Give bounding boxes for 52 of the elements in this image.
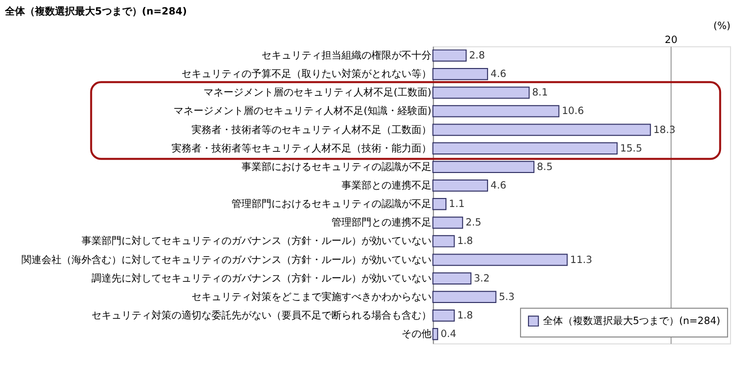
bar: [432, 124, 651, 136]
bar: [432, 49, 467, 62]
data-label: 1.1: [448, 199, 465, 210]
bar: [432, 105, 560, 118]
bar: [432, 86, 530, 99]
data-label: 4.6: [490, 180, 506, 192]
y-tick-label: 実務者・技術者等のセキュリティ人材不足（工数面）: [191, 124, 432, 136]
y-tick-label: 調達先に対してセキュリティのガバナンス（方針・ルール）が効いていない: [91, 272, 432, 284]
data-label: 5.3: [498, 292, 515, 303]
bar: [432, 179, 488, 192]
bar: [432, 309, 455, 322]
y-tick-label: セキュリティ対策をどこまで実施すべきかわからない: [191, 290, 432, 303]
data-label: 15.5: [620, 143, 642, 154]
y-tick-label: セキュリティ担当組織の権限が不十分: [261, 49, 432, 62]
data-label: 8.1: [532, 88, 548, 99]
y-tick-label: 管理部門におけるセキュリティの認識が不足: [231, 198, 432, 210]
bar: [432, 328, 438, 340]
data-label: 8.5: [536, 162, 553, 173]
y-tick-label: 事業部門に対してセキュリティのガバナンス（方針・ルール）が効いていない: [81, 235, 432, 248]
y-tick-label: 事業部との連携不足: [341, 179, 432, 192]
data-label: 3.2: [474, 273, 490, 284]
y-tick-label: 管理部門との連携不足: [331, 216, 432, 229]
y-tick-label: 実務者・技術者等セキュリティ人材不足（技術・能力面）: [171, 142, 432, 154]
data-label: 2.8: [469, 50, 485, 62]
y-tick-label: セキュリティ対策の適切な委託先がない（要員不足で断られる場合も含む）: [91, 310, 432, 322]
bar: [432, 216, 464, 229]
data-label: 18.3: [653, 124, 676, 136]
data-label: 1.8: [457, 310, 473, 322]
bar: [432, 68, 488, 80]
legend-label: 全体（複数選択最大5つまで）(n=284): [542, 315, 720, 328]
bar: [432, 198, 446, 210]
data-label: 1.8: [457, 236, 473, 248]
bar: [432, 254, 568, 266]
y-tick-label: マネージメント層のセキュリティ人材不足(知識・経験面): [174, 105, 432, 118]
data-label: 11.3: [570, 254, 592, 266]
bar: [432, 290, 496, 304]
data-label: 2.5: [466, 218, 482, 229]
text: 全体（複数選択最大5つまで）(n=284): [4, 6, 187, 18]
data-label: 0.4: [440, 329, 456, 340]
y-tick-label: その他: [401, 328, 432, 340]
bar: [432, 272, 472, 284]
x-axis-title: (%): [713, 20, 731, 32]
bar: [432, 160, 534, 174]
data-label: 10.6: [562, 106, 584, 118]
bar: [432, 142, 618, 154]
y-tick-label: マネージメント層のセキュリティ人材不足(工数面): [204, 86, 432, 99]
x-tick-label: 20: [664, 34, 678, 46]
y-tick-label: 関連会社（海外含む）に対してセキュリティのガバナンス（方針・ルール）が効いていない: [21, 254, 432, 266]
y-tick-label: セキュリティの予算不足（取りたい対策がとれない等）: [181, 68, 432, 80]
bar: [432, 235, 455, 248]
y-tick-label: 事業部におけるセキュリティの認識が不足: [241, 160, 432, 173]
data-label: 4.6: [490, 69, 506, 80]
